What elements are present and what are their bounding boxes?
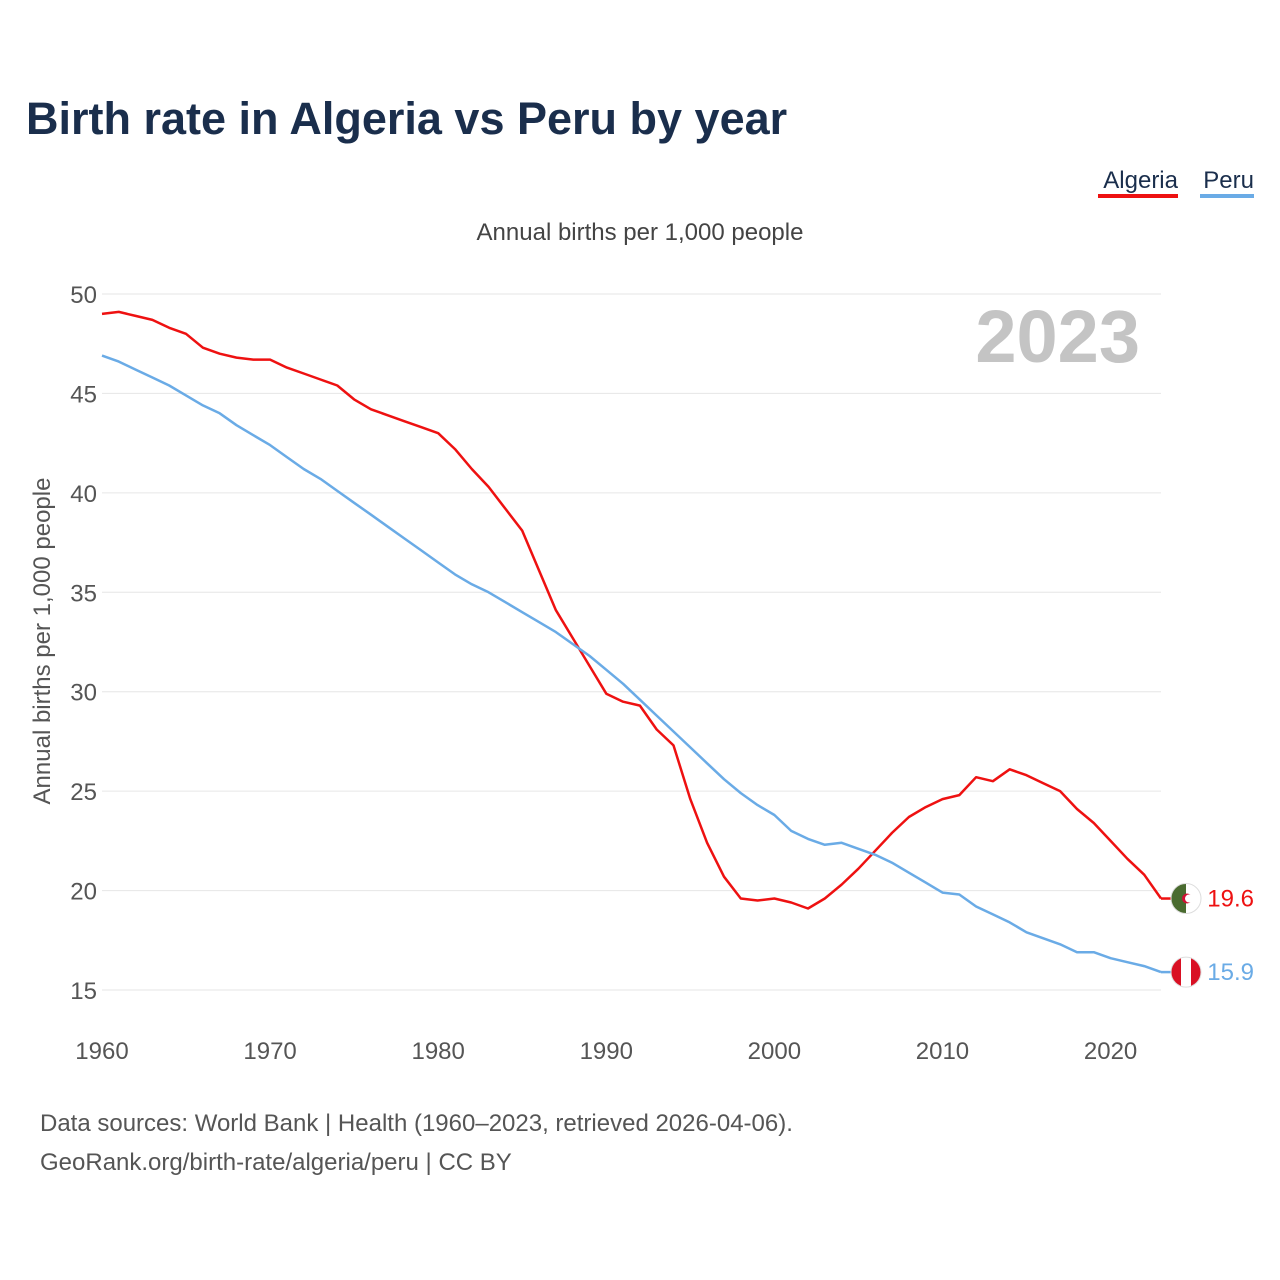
legend-algeria[interactable]: Algeria (1098, 167, 1179, 198)
grid-lines (102, 293, 1161, 991)
y-tick-40: 40 (70, 481, 97, 508)
y-tick-25: 25 (70, 779, 97, 806)
end-value-algeria: 19.6 (1207, 886, 1254, 913)
y-tick-45: 45 (70, 381, 97, 408)
chart-subtitle: Annual births per 1,000 people (477, 219, 804, 246)
y-axis-label: Annual births per 1,000 people (29, 478, 56, 805)
x-tick-2020: 2020 (1084, 1038, 1137, 1065)
x-tick-labels: 1960 1970 1980 1990 2000 2010 2020 (75, 1038, 1137, 1065)
peru-flag-icon (1171, 957, 1201, 988)
x-tick-2000: 2000 (748, 1038, 801, 1065)
legend-peru[interactable]: Peru (1200, 167, 1254, 198)
legend-algeria-swatch (1098, 194, 1178, 198)
legend-peru-label[interactable]: Peru (1203, 167, 1254, 194)
algeria-flag-icon (1171, 883, 1201, 914)
x-tick-1970: 1970 (243, 1038, 296, 1065)
x-tick-2010: 2010 (916, 1038, 969, 1065)
year-badge: 2023 (975, 295, 1140, 378)
x-tick-1960: 1960 (75, 1038, 128, 1065)
legend[interactable]: Algeria Peru (1098, 167, 1254, 198)
end-value-peru: 15.9 (1207, 959, 1254, 986)
series-lines (101, 310, 1163, 974)
x-tick-1980: 1980 (411, 1038, 464, 1065)
legend-peru-swatch (1200, 194, 1254, 198)
footer-source: Data sources: World Bank | Health (1960–… (40, 1110, 793, 1137)
end-markers: 19.6 15.9 (1161, 883, 1254, 988)
y-tick-20: 20 (70, 879, 97, 906)
y-tick-15: 15 (70, 978, 97, 1005)
y-tick-30: 30 (70, 680, 97, 707)
y-tick-35: 35 (70, 580, 97, 607)
legend-algeria-label[interactable]: Algeria (1103, 167, 1178, 194)
y-tick-50: 50 (70, 282, 97, 309)
y-tick-labels: 15 20 25 30 35 40 45 50 (70, 282, 97, 1005)
x-tick-1990: 1990 (580, 1038, 633, 1065)
chart-title: Birth rate in Algeria vs Peru by year (26, 93, 787, 144)
series-line-algeria[interactable] (101, 310, 1163, 910)
footer-credit[interactable]: GeoRank.org/birth-rate/algeria/peru | CC… (40, 1149, 512, 1176)
series-line-peru[interactable] (101, 354, 1162, 974)
